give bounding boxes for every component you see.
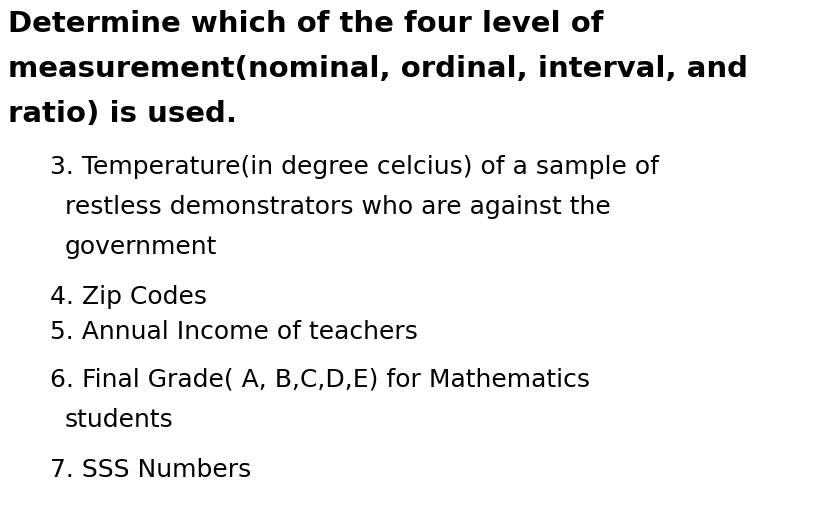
- Text: 4. Zip Codes: 4. Zip Codes: [50, 285, 207, 309]
- Text: 5. Annual Income of teachers: 5. Annual Income of teachers: [50, 320, 418, 344]
- Text: students: students: [65, 408, 174, 432]
- Text: government: government: [65, 235, 217, 259]
- Text: measurement(nominal, ordinal, interval, and: measurement(nominal, ordinal, interval, …: [8, 55, 748, 83]
- Text: 3. Temperature(in degree celcius) of a sample of: 3. Temperature(in degree celcius) of a s…: [50, 155, 659, 179]
- Text: 7. SSS Numbers: 7. SSS Numbers: [50, 458, 251, 482]
- Text: Determine which of the four level of: Determine which of the four level of: [8, 10, 603, 38]
- Text: ratio) is used.: ratio) is used.: [8, 100, 237, 128]
- Text: restless demonstrators who are against the: restless demonstrators who are against t…: [65, 195, 611, 219]
- Text: 6. Final Grade( A, B,C,D,E) for Mathematics: 6. Final Grade( A, B,C,D,E) for Mathemat…: [50, 368, 590, 392]
